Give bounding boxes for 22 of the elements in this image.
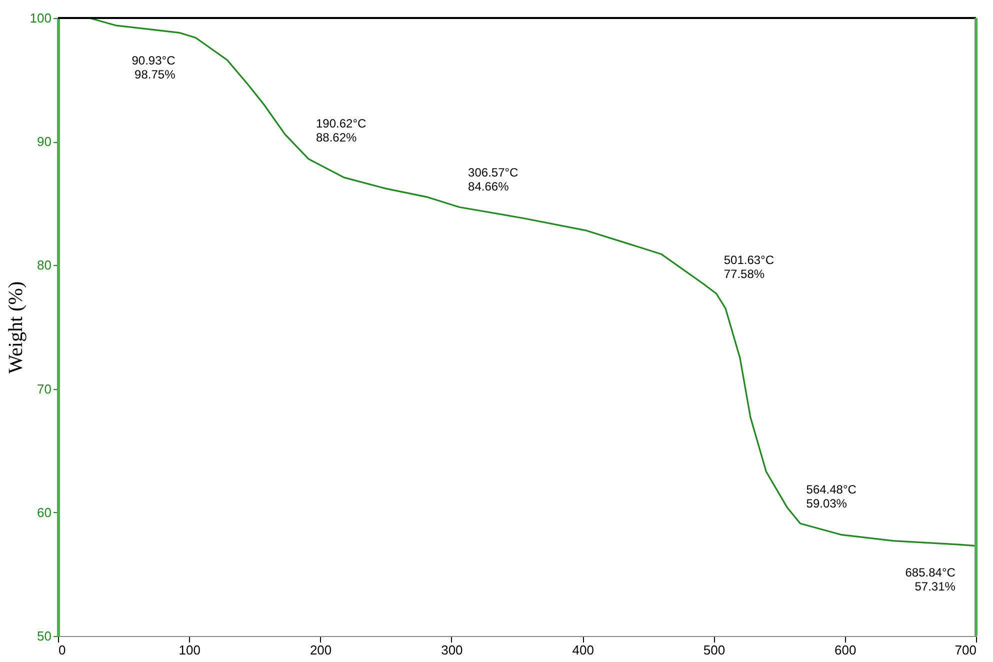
annotation: 501.63°C 77.58% — [724, 253, 774, 282]
y-axis-title: Weight (%) — [4, 281, 27, 374]
annotation: 685.84°C 57.31% — [905, 566, 956, 594]
y-tick-label: 80 — [37, 258, 52, 273]
x-tick-label: 300 — [441, 642, 463, 658]
y-tick-label: 60 — [37, 504, 52, 520]
x-tick-label: 600 — [834, 642, 856, 658]
y-tick-label: 70 — [37, 381, 52, 396]
annotation: 90.93°C 98.75% — [132, 53, 176, 82]
x-tick-label: 500 — [703, 642, 726, 658]
line-series — [88, 17, 977, 547]
x-tick-label: 200 — [310, 642, 332, 658]
y-tick-label: 90 — [37, 134, 52, 150]
annotation: 306.57°C 84.66% — [468, 166, 519, 194]
x-tick-label: 700 — [954, 642, 976, 658]
x-tick-label: 100 — [178, 642, 200, 658]
annotation: 190.62°C 88.62% — [316, 116, 366, 145]
y-tick-label: 50 — [37, 628, 52, 644]
annotation: 564.48°C 59.03% — [806, 482, 857, 510]
y-tick-label: 100 — [30, 10, 52, 26]
x-tick-label: 0 — [58, 642, 66, 658]
x-tick-label: 400 — [572, 642, 594, 658]
